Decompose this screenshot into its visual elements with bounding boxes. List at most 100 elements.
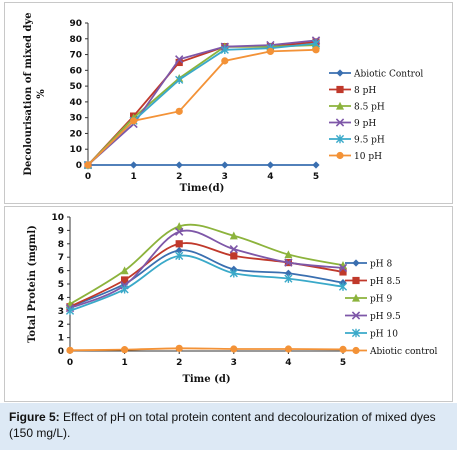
- data-point: [339, 268, 347, 276]
- y-tick-label: 3: [58, 307, 64, 317]
- legend-item-ph-9: pH 9: [345, 293, 392, 305]
- legend-marker: [352, 346, 360, 355]
- legend-label: pH 8.5: [370, 277, 401, 287]
- data-point: [175, 227, 184, 236]
- y-tick-label: 30: [69, 114, 82, 124]
- data-point: [175, 75, 184, 84]
- data-point: [121, 276, 129, 284]
- legend-item-9-ph: 9 pH: [329, 118, 376, 129]
- legend-marker: [335, 134, 345, 144]
- y-axis-title: Total Protein (mgml): [27, 225, 38, 343]
- data-point: [66, 346, 74, 354]
- legend-label: 8.5 pH: [354, 103, 385, 113]
- data-point: [266, 47, 274, 56]
- legend-marker: [335, 118, 345, 127]
- series-ph-10: [65, 251, 348, 315]
- legend-label: 8 pH: [354, 86, 376, 96]
- data-point: [284, 345, 292, 353]
- y-tick-label: 80: [69, 35, 82, 45]
- legend-label: 9.5 pH: [354, 136, 385, 146]
- series-line: [69, 229, 344, 309]
- caption-text: Effect of pH on total protein content an…: [9, 410, 436, 440]
- legend-item-9-5-ph: 9.5 pH: [329, 134, 385, 146]
- series-abiotic-control: [84, 161, 320, 169]
- legend-marker: [336, 101, 344, 110]
- legend-label: pH 9: [370, 295, 392, 305]
- y-tick-label: 70: [69, 51, 82, 61]
- x-tick-label: 2: [176, 172, 182, 182]
- x-tick-label: 0: [85, 172, 91, 182]
- legend-label: Abiotic Control: [353, 70, 423, 80]
- x-tick-label: 0: [67, 358, 73, 368]
- legend-label: 10 pH: [354, 152, 382, 162]
- y-tick-label: 50: [69, 82, 82, 92]
- caption-label: Figure 5:: [9, 410, 60, 424]
- legend-marker: [336, 69, 344, 77]
- data-point: [230, 252, 238, 260]
- legend-item-ph-10: pH 10: [345, 328, 398, 340]
- data-point: [175, 246, 183, 255]
- figure-caption-area: Figure 5: Effect of pH on total protein …: [0, 403, 457, 450]
- y-axis-title: Decolourisation of mixed dye%: [23, 12, 47, 175]
- series-line: [87, 41, 317, 166]
- x-tick-label: 1: [130, 172, 136, 182]
- data-point: [284, 258, 293, 267]
- x-tick-label: 4: [267, 172, 273, 182]
- protein-chart-panel: 0 1 2 3 4 5 6 7 8 9 10 0 1 2 3 4 5 Time (d) Total Protein …: [4, 206, 453, 402]
- legend-item-10-ph: 10 pH: [329, 151, 382, 162]
- x-axis-title: Time(d): [180, 183, 225, 194]
- legend-marker: [351, 311, 361, 320]
- y-tick-label: 1: [58, 334, 64, 344]
- legend-marker: [352, 293, 360, 302]
- series-10-ph: [84, 46, 320, 169]
- data-point: [338, 263, 348, 273]
- data-point: [229, 244, 238, 254]
- y-axis-title-line: %: [36, 89, 47, 99]
- y-tick-label: 90: [69, 19, 82, 29]
- y-tick-label: 10: [51, 213, 64, 223]
- data-point: [175, 58, 183, 67]
- series-9-5-ph: [83, 39, 321, 170]
- legend-marker: [336, 151, 344, 160]
- data-point: [120, 285, 129, 294]
- series-line: [69, 254, 344, 312]
- legend-marker: [352, 259, 360, 267]
- data-point: [130, 161, 138, 169]
- data-point: [120, 266, 129, 275]
- decolourisation-chart-panel: 0 10 20 30 40 50 60 70 80 90 0 1 2 3 4 5 Time(d) Decolour…: [4, 2, 453, 204]
- y-tick-label: 40: [69, 98, 82, 108]
- data-point: [338, 282, 348, 291]
- y-tick-label: 6: [58, 267, 64, 277]
- data-point: [65, 306, 75, 315]
- legend-label: pH 10: [370, 330, 398, 340]
- data-point: [229, 231, 238, 240]
- y-axis-title-line: Decolourisation of mixed dye: [23, 12, 34, 175]
- decolourisation-line-chart: 0 10 20 30 40 50 60 70 80 90 0 1 2 3 4 5 Time(d) Decolour…: [23, 12, 423, 194]
- x-tick-label: 1: [121, 358, 127, 368]
- data-point: [266, 161, 274, 169]
- data-point: [220, 45, 229, 55]
- x-axis-title: Time (d): [182, 374, 230, 385]
- data-point: [229, 269, 238, 278]
- x-tick-label: 3: [222, 172, 228, 182]
- data-point: [284, 250, 293, 259]
- y-tick-label: 4: [58, 293, 64, 303]
- data-point: [221, 161, 229, 169]
- y-tick-label: 2: [58, 320, 64, 330]
- legend-item-abiotic-control: Abiotic control: [345, 346, 438, 357]
- legend-label: Abiotic control: [369, 347, 438, 357]
- x-tick-label: 5: [340, 358, 346, 368]
- legend-marker: [352, 276, 360, 285]
- legend-label: 9 pH: [354, 119, 376, 129]
- series-ph-9-5: [65, 227, 348, 313]
- data-point: [175, 222, 184, 230]
- legend-item-8-ph: 8 pH: [329, 85, 376, 96]
- legend-item-ph-8-5: pH 8.5: [345, 276, 401, 287]
- data-point: [175, 251, 184, 261]
- series-line: [87, 44, 317, 166]
- protein-line-chart: 0 1 2 3 4 5 6 7 8 9 10 0 1 2 3 4 5 Time (d) Total Protein …: [27, 213, 438, 385]
- data-point: [121, 346, 129, 354]
- series-line: [69, 347, 344, 352]
- data-point: [84, 161, 92, 169]
- x-tick-label: 2: [176, 358, 182, 368]
